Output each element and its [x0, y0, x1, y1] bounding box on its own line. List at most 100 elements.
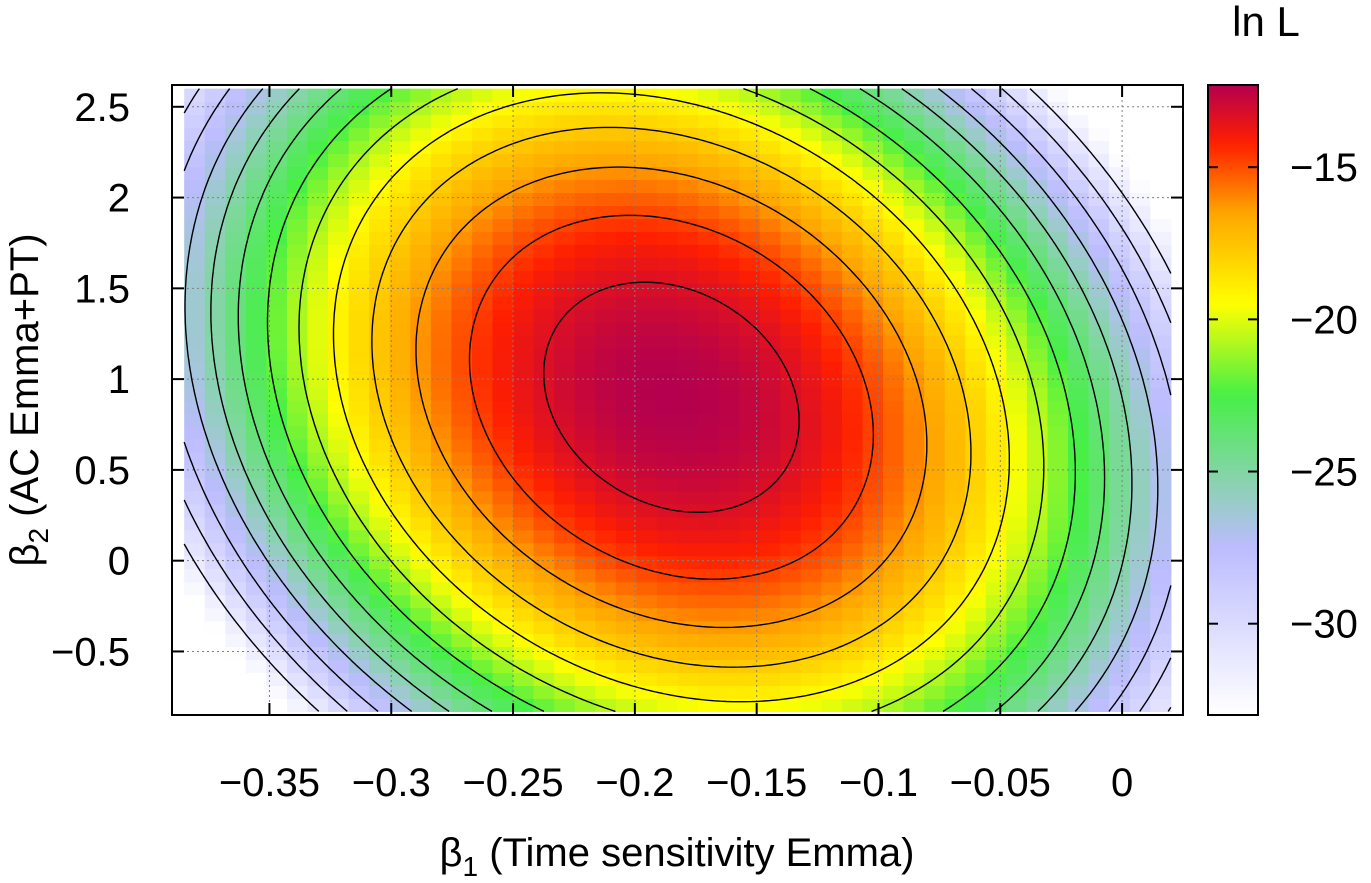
heatmap-cell	[1129, 464, 1151, 479]
heatmap-cell	[410, 140, 432, 155]
heatmap-cell	[615, 270, 637, 284]
heatmap-cell	[513, 672, 535, 687]
heatmap-cell	[718, 374, 740, 388]
heatmap-cell	[883, 581, 905, 596]
heatmap-cell	[780, 412, 802, 427]
heatmap-cell	[862, 283, 884, 297]
heatmap-cell	[554, 244, 576, 258]
heatmap-cell	[245, 192, 267, 206]
heatmap-cell	[924, 581, 946, 596]
heatmap-cell	[698, 568, 720, 583]
heatmap-cell	[369, 387, 391, 401]
heatmap-cell	[328, 231, 350, 245]
heatmap-cell	[965, 88, 987, 103]
heatmap-cell	[759, 451, 781, 466]
heatmap-cell	[698, 309, 720, 323]
heatmap-cell	[841, 205, 864, 219]
heatmap-cell	[492, 412, 514, 427]
heatmap-cell	[225, 270, 247, 284]
heatmap-cell	[739, 607, 761, 622]
heatmap-cell	[513, 270, 535, 284]
heatmap-cell	[430, 412, 452, 427]
heatmap-cell	[492, 387, 514, 401]
heatmap-cell	[410, 153, 432, 168]
heatmap-cell	[1068, 166, 1090, 181]
heatmap-cell	[1068, 516, 1090, 531]
heatmap-cell	[718, 685, 740, 699]
heatmap-cell	[328, 633, 350, 648]
heatmap-cell	[348, 322, 370, 336]
heatmap-cell	[554, 348, 576, 362]
heatmap-cell	[595, 88, 617, 103]
heatmap-cell	[184, 205, 206, 219]
heatmap-cell	[965, 659, 987, 674]
heatmap-cell	[430, 374, 452, 388]
heatmap-cell	[759, 529, 781, 544]
heatmap-cell	[924, 231, 946, 245]
heatmap-cell	[841, 464, 864, 479]
heatmap-cell	[369, 542, 391, 557]
heatmap-cell	[1068, 477, 1090, 492]
heatmap-cell	[1006, 568, 1028, 583]
heatmap-cell	[718, 516, 740, 531]
heatmap-cell	[389, 387, 411, 401]
heatmap-cell	[759, 400, 781, 414]
heatmap-cell	[800, 542, 822, 557]
heatmap-cell	[965, 348, 987, 362]
heatmap-cell	[1109, 425, 1131, 440]
heatmap-cell	[718, 646, 740, 661]
heatmap-cell	[225, 309, 247, 323]
heatmap-cell	[286, 529, 309, 544]
heatmap-cell	[656, 633, 679, 648]
heatmap-cell	[1088, 568, 1110, 583]
heatmap-cell	[1006, 231, 1028, 245]
heatmap-cell	[924, 335, 946, 349]
heatmap-cell	[862, 451, 884, 466]
heatmap-cell	[821, 374, 843, 388]
heatmap-cell	[1006, 192, 1028, 206]
heatmap-cell	[780, 322, 802, 336]
heatmap-cell	[369, 555, 391, 570]
heatmap-cell	[389, 477, 411, 492]
heatmap-cell	[985, 568, 1007, 583]
heatmap-cell	[513, 283, 535, 297]
heatmap-cell	[492, 127, 514, 142]
heatmap-cell	[759, 490, 781, 505]
heatmap-cell	[1047, 490, 1069, 505]
heatmap-cell	[841, 412, 864, 427]
heatmap-cell	[698, 672, 720, 687]
heatmap-cell	[245, 283, 267, 297]
heatmap-cell	[985, 127, 1007, 142]
heatmap-cell	[574, 451, 596, 466]
heatmap-cell	[533, 477, 555, 492]
x-tick-label: −0.35	[219, 761, 320, 805]
heatmap-cell	[286, 581, 309, 596]
heatmap-cell	[759, 438, 781, 453]
heatmap-cell	[965, 231, 987, 245]
heatmap-cell	[1047, 581, 1069, 596]
heatmap-cell	[985, 620, 1007, 635]
heatmap-cell	[286, 218, 309, 232]
heatmap-cell	[862, 490, 884, 505]
heatmap-cell	[245, 490, 267, 505]
heatmap-cell	[266, 88, 288, 103]
heatmap-cell	[615, 477, 637, 492]
heatmap-cell	[307, 179, 329, 194]
heatmap-cell	[554, 529, 576, 544]
heatmap-cell	[204, 672, 226, 687]
heatmap-cell	[286, 477, 309, 492]
heatmap-cell	[513, 231, 535, 245]
heatmap-cell	[369, 698, 391, 712]
heatmap-cell	[389, 672, 411, 687]
heatmap-cell	[1088, 438, 1110, 453]
heatmap-cell	[533, 490, 555, 505]
heatmap-cell	[944, 529, 966, 544]
heatmap-cell	[965, 296, 987, 310]
heatmap-cell	[1109, 620, 1131, 635]
heatmap-cell	[698, 581, 720, 596]
heatmap-cell	[430, 309, 452, 323]
heatmap-cell	[245, 412, 267, 427]
heatmap-cell	[656, 529, 679, 544]
heatmap-cell	[985, 672, 1007, 687]
heatmap-cell	[718, 698, 740, 712]
